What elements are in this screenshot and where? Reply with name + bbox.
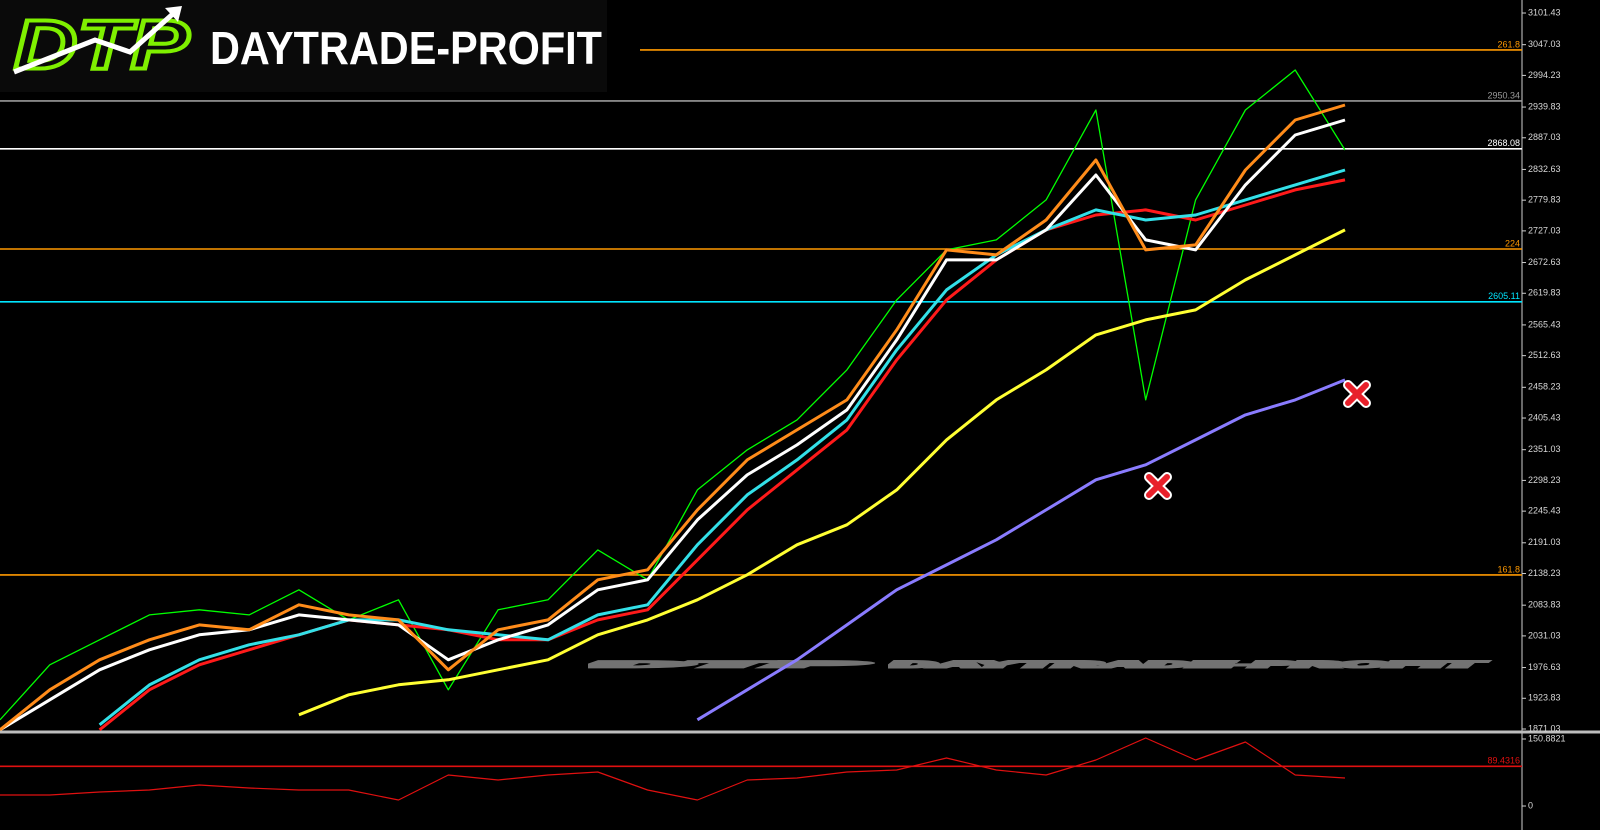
- y-tick-label: 3047.03: [1528, 39, 1561, 49]
- y-tick-label: 0: [1528, 800, 1533, 810]
- y-tick-label: 1871.03: [1528, 723, 1561, 733]
- series-line: [98, 168, 1346, 726]
- brand-name: DAYTRADE-PROFIT: [210, 22, 602, 74]
- logo-arrowhead: [165, 6, 182, 22]
- y-tick-label: 2191.03: [1528, 537, 1561, 547]
- brand-box: [0, 0, 607, 92]
- y-tick-label: 2779.83: [1528, 195, 1561, 205]
- y-tick-label: 2245.43: [1528, 506, 1561, 516]
- series-line: [696, 378, 1346, 722]
- y-tick-label: 3101.43: [1528, 7, 1561, 17]
- y-tick-label: 2298.23: [1528, 475, 1561, 485]
- level-label: 161.8: [1497, 564, 1520, 574]
- level-label: 224: [1505, 238, 1520, 248]
- level-label: 2950.34: [1487, 90, 1520, 100]
- y-tick-label: 2672.63: [1528, 257, 1561, 267]
- watermark: DTP DAYTRADE-PROFIT: [589, 658, 1491, 670]
- watermark-logo: DTP: [590, 659, 875, 669]
- y-tick-label: 2458.23: [1528, 382, 1561, 392]
- y-tick-label: 2565.43: [1528, 319, 1561, 329]
- series-line: [0, 69, 1346, 721]
- logo-arrow: [13, 10, 177, 75]
- y-tick-label: 2832.63: [1528, 164, 1561, 174]
- y-tick-label: 2351.03: [1528, 444, 1561, 454]
- level-label: 89.4316: [1487, 756, 1520, 766]
- cross-marker: [1144, 472, 1172, 500]
- y-tick-label: 1976.63: [1528, 662, 1561, 672]
- y-tick-label: 2994.23: [1528, 70, 1561, 80]
- y-tick-label: 2083.83: [1528, 600, 1561, 610]
- series-line: [0, 737, 1346, 801]
- watermark-name: DAYTRADE-PROFIT: [890, 659, 1490, 669]
- level-label: 261.8: [1497, 39, 1520, 49]
- y-tick-label: 2887.03: [1528, 132, 1561, 142]
- y-tick-label: 2727.03: [1528, 225, 1561, 235]
- cross-marker: [1343, 380, 1371, 408]
- y-tick-label: 2619.83: [1528, 288, 1561, 298]
- y-tick-label: 1923.83: [1528, 693, 1561, 703]
- level-label: 2868.08: [1487, 138, 1520, 148]
- y-tick-label: 2405.43: [1528, 412, 1561, 422]
- series-line: [0, 103, 1346, 731]
- y-tick-label: 2031.03: [1528, 630, 1561, 640]
- markers: [1144, 380, 1371, 500]
- y-tick-label: 2512.63: [1528, 350, 1561, 360]
- brand-header: DTP DAYTRADE-PROFIT: [0, 0, 607, 92]
- y-tick-label: 2138.23: [1528, 568, 1561, 578]
- level-label: 2605.11: [1488, 291, 1520, 301]
- series-line: [298, 228, 1346, 717]
- y-tick-label: 150.8821: [1528, 733, 1566, 743]
- y-tick-label: 2939.83: [1528, 101, 1561, 111]
